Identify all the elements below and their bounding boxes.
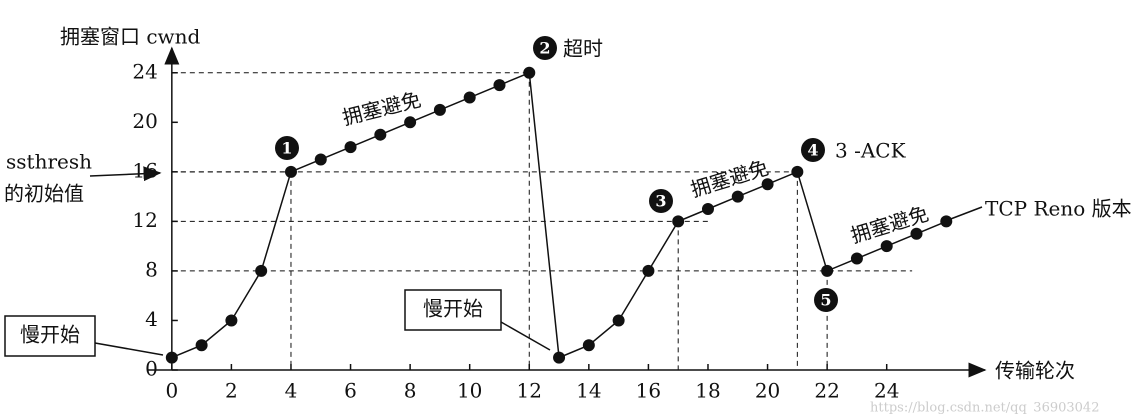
data-point [344,141,357,154]
slow-start-label: 慢开始 [20,323,80,347]
x-tick-label: 2 [225,379,238,403]
data-point [582,339,595,352]
congestion-avoidance-label: 拥塞避免 [848,201,932,247]
data-point [910,227,923,240]
y-tick-label: 24 [132,59,157,83]
x-tick-label: 6 [344,379,357,403]
slow-start-label: 慢开始 [423,297,483,321]
marker-badge [533,36,557,60]
y-tick-label: 16 [132,158,157,182]
data-point [642,264,655,277]
congestion-avoidance-label: 拥塞避免 [688,155,772,201]
y-tick-label: 12 [132,208,157,232]
slow-start-box [4,315,96,357]
x-tick-label: 24 [874,379,899,403]
marker-number: 2 [539,39,550,58]
x-tick-label: 14 [576,379,601,403]
data-point [672,215,685,228]
watermark: https://blog.csdn.net/qq_36903042 [870,401,1099,414]
y-tick-label: 8 [145,257,158,281]
marker-number: 1 [281,139,292,158]
slow-start-pointer [500,321,551,351]
ssthresh-label: 的初始值 [4,182,84,206]
marker-badge [801,138,825,162]
data-point [821,264,834,277]
data-point [791,165,804,178]
data-point [255,264,268,277]
data-point [612,314,625,327]
data-point [850,252,863,265]
timeout-label: 超时 [563,37,603,61]
y-tick-label: 4 [145,307,158,331]
data-point [731,190,744,203]
data-point [761,178,774,191]
marker-number: 4 [807,141,818,160]
data-point [225,314,238,327]
x-tick-label: 12 [517,379,542,403]
triple-ack-label: 3 -ACK [835,139,907,163]
x-tick-label: 4 [285,379,298,403]
data-point [463,91,476,104]
data-point [880,240,893,253]
x-tick-label: 10 [457,379,482,403]
x-axis-label: 传输轮次 [995,359,1075,383]
marker-badge [275,136,299,160]
data-point [165,351,178,364]
line-series [171,71,947,359]
data-point [195,339,208,352]
version-pointer [947,206,983,221]
data-point [553,351,566,364]
x-tick-label: 18 [695,379,720,403]
data-point [493,79,506,92]
x-tick-label: 20 [755,379,780,403]
y-tick-label: 20 [132,109,157,133]
ssthresh-arrow [89,166,162,182]
data-point [523,66,536,79]
data-point [314,153,327,166]
x-tick-label: 0 [165,379,178,403]
marker-badge [649,189,673,213]
data-point [433,103,446,116]
version-label: TCP Reno 版本 [985,197,1132,221]
x-tick-label: 22 [814,379,839,403]
data-point [404,116,417,129]
data-point [284,165,297,178]
slow-start-box [404,289,502,331]
x-tick-label: 8 [404,379,417,403]
marker-number: 3 [655,192,666,211]
x-tick-label: 16 [636,379,661,403]
data-point [940,215,953,228]
ssthresh-label: ssthresh [6,150,92,174]
data-point [701,203,714,215]
y-axis-label: 拥塞窗口 cwnd [60,25,201,49]
y-tick-label: 0 [145,357,158,381]
slow-start-pointer [94,342,164,356]
marker-badge [814,288,838,312]
data-point [374,128,387,141]
marker-number: 5 [820,291,831,310]
